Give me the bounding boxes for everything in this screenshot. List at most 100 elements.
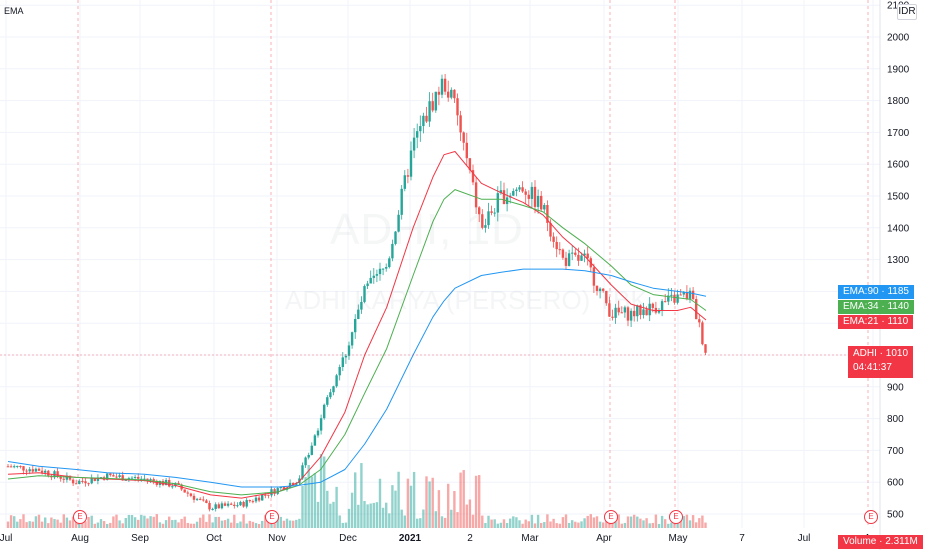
volume-bar	[211, 522, 214, 528]
volume-bar	[251, 521, 255, 528]
candle-body	[499, 190, 503, 194]
candle-body	[515, 189, 518, 192]
candle-body	[394, 231, 397, 244]
volume-bar	[524, 519, 527, 528]
volume-bar	[65, 517, 69, 528]
volume-bar	[90, 515, 93, 528]
earnings-icon[interactable]: E	[669, 510, 683, 524]
volume-bar	[602, 522, 605, 528]
volume-bar	[400, 509, 403, 528]
candle-body	[645, 309, 648, 316]
volume-bar	[208, 514, 211, 528]
volume-price-tag: Volume · 2.311M	[838, 535, 923, 549]
volume-bar	[564, 514, 568, 528]
candle-body	[478, 207, 481, 215]
indicator-label[interactable]: EMA	[4, 6, 24, 16]
candle-body	[403, 175, 406, 189]
x-tick-label: Apr	[596, 533, 612, 544]
chart-grid	[0, 0, 880, 528]
candle-body	[577, 254, 580, 261]
volume-bar	[115, 514, 118, 528]
volume-bar	[645, 518, 648, 528]
volume-bar	[31, 521, 34, 528]
volume-bar	[118, 520, 121, 528]
x-tick-label: 7	[739, 533, 745, 544]
volume-bar	[50, 517, 53, 528]
volume-bar	[124, 517, 127, 528]
candle-body	[9, 466, 13, 468]
volume-bar	[521, 523, 524, 528]
candle-body	[75, 483, 78, 485]
currency-button[interactable]: IDR	[897, 4, 917, 20]
candle-body	[347, 345, 351, 356]
candle-body	[419, 126, 422, 132]
candle-body	[257, 497, 261, 501]
volume-bar	[667, 523, 670, 528]
volume-bar	[127, 514, 131, 528]
candle-body	[59, 476, 62, 479]
candle-body	[96, 477, 100, 481]
candle-body	[608, 303, 611, 317]
candle-body	[453, 89, 456, 99]
candle-body	[350, 332, 354, 346]
candle-body	[704, 344, 707, 353]
candle-body	[84, 481, 87, 484]
volume-bar	[106, 523, 109, 528]
candle-body	[310, 445, 313, 455]
candle-body	[205, 500, 208, 503]
candle-body	[6, 466, 10, 468]
volume-bar	[96, 522, 100, 528]
volume-bar	[6, 521, 10, 528]
volume-bar	[509, 518, 512, 528]
volume-bar	[34, 516, 38, 528]
volume-bar	[152, 516, 155, 528]
volume-bar	[617, 514, 620, 528]
candle-body	[434, 91, 437, 111]
volume-bar	[121, 523, 124, 528]
volume-bar	[422, 509, 425, 528]
earnings-icon[interactable]: E	[864, 510, 878, 524]
volume-bar	[512, 516, 515, 528]
candle-body	[189, 493, 193, 496]
earnings-icon[interactable]: E	[265, 510, 279, 524]
volume-bar	[586, 515, 589, 528]
candle-body	[540, 195, 543, 210]
last-price-value: ADHI · 1010	[853, 348, 909, 359]
volume-bar	[704, 522, 707, 528]
candle-body	[152, 479, 155, 481]
candle-body	[217, 504, 220, 509]
candle-body	[220, 503, 224, 509]
volume-bar	[357, 504, 360, 528]
candle-body	[68, 475, 72, 480]
volume-bar	[335, 486, 338, 528]
volume-bar	[595, 516, 599, 528]
volume-bar	[533, 523, 537, 528]
candle-body	[586, 253, 589, 259]
volume-bar	[639, 518, 642, 528]
volume-bar	[279, 516, 282, 528]
candle-body	[40, 470, 44, 473]
candle-body	[344, 355, 348, 358]
volume-bar	[363, 500, 366, 528]
candle-body	[242, 501, 245, 507]
candle-body	[595, 285, 599, 291]
volume-bar	[580, 521, 583, 528]
volume-bar	[40, 521, 44, 528]
volume-bar	[369, 503, 372, 528]
volume-bar	[257, 523, 261, 528]
earnings-icon[interactable]: E	[604, 510, 618, 524]
candle-body	[524, 191, 527, 195]
candle-body	[471, 170, 475, 183]
volume-bar	[633, 514, 636, 528]
candle-body	[536, 195, 540, 207]
candle-body	[583, 253, 586, 256]
earnings-icon[interactable]: E	[73, 510, 87, 524]
volume-bar	[378, 478, 382, 528]
candle-body	[177, 482, 180, 485]
volume-bar	[99, 519, 103, 528]
y-tick-label: 2000	[887, 33, 910, 44]
volume-bar	[326, 490, 329, 528]
volume-bar	[459, 472, 462, 528]
volume-bar	[214, 516, 217, 528]
